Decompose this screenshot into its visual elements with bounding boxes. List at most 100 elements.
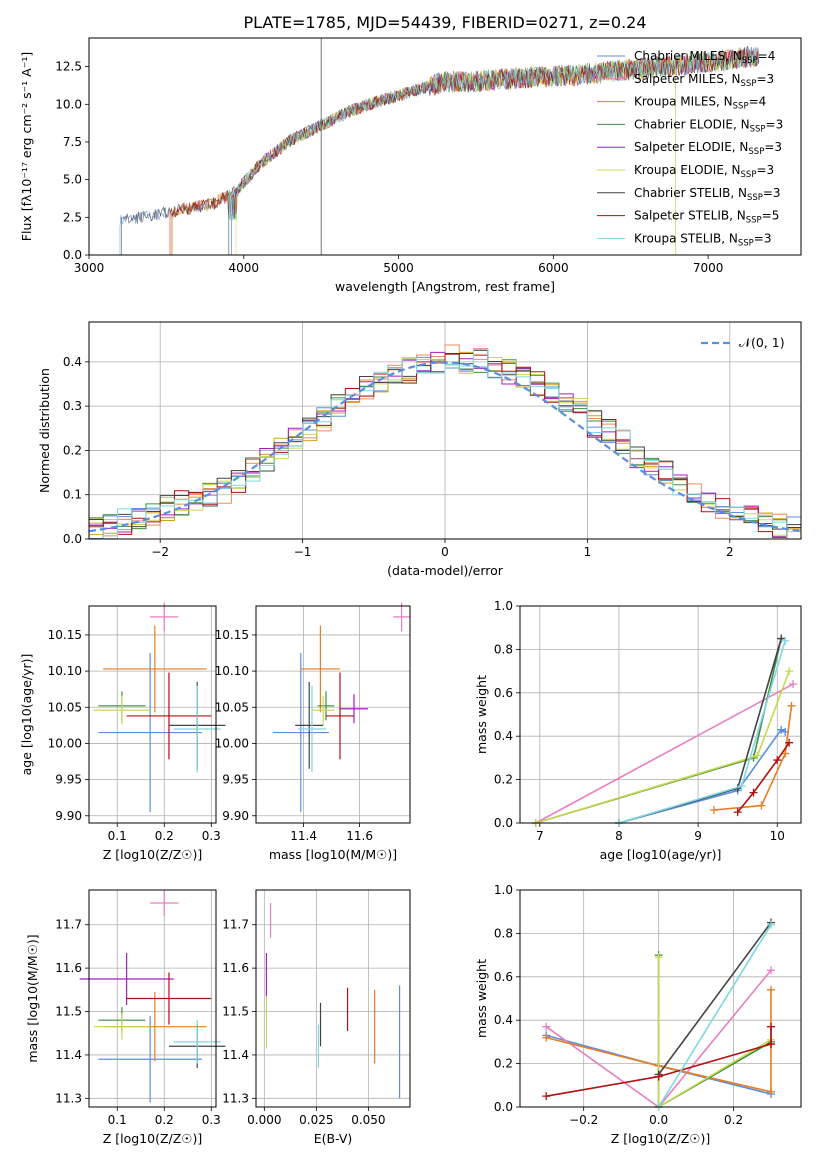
x-tick-label: 0 bbox=[441, 545, 449, 559]
y-tick-label: 0.6 bbox=[494, 970, 513, 984]
y-tick-label: 0.1 bbox=[63, 488, 82, 502]
y-tick-label: 11.3 bbox=[55, 1091, 82, 1105]
y-tick-label: 0.0 bbox=[63, 532, 82, 546]
legend-label: Kroupa STELIB, NSSP=3 bbox=[634, 231, 772, 248]
x-tick-label: 0.3 bbox=[202, 1113, 221, 1127]
x-tick-label: 0.2 bbox=[155, 829, 174, 843]
y-tick-label: 12.5 bbox=[55, 60, 82, 74]
y-tick-label: 10.00 bbox=[215, 736, 249, 750]
x-axis-label: Z [log10(Z/Z☉)] bbox=[103, 847, 203, 862]
x-tick-label: 0.050 bbox=[351, 1113, 385, 1127]
weight-point-marker bbox=[767, 1040, 776, 1049]
weight-series-line bbox=[713, 705, 793, 811]
x-axis-label: E(B-V) bbox=[314, 1131, 353, 1146]
y-tick-label: 7.5 bbox=[63, 135, 82, 149]
x-axis-label: age [log10(age/yr)] bbox=[600, 847, 722, 862]
x-axis-label: mass [log10(M/M☉)] bbox=[269, 847, 397, 862]
weight-vs-z-panel: −0.2 0.0 0.2 0.0 0.2 0.4 0.6 0.8 1.0 Z [log10(Z/Z… bbox=[474, 883, 802, 1146]
weight-point-marker bbox=[767, 985, 776, 994]
y-tick-label: 0.2 bbox=[494, 773, 513, 787]
x-tick-label: 0.000 bbox=[247, 1113, 281, 1127]
axes-frame bbox=[88, 321, 802, 540]
legend-label: Chabrier STELIB, NSSP=3 bbox=[634, 186, 781, 203]
y-tick-label: 0.2 bbox=[494, 1057, 513, 1071]
x-tick-label: 0.0 bbox=[649, 1113, 668, 1127]
axes-frame bbox=[519, 889, 802, 1108]
y-tick-label: 0.0 bbox=[494, 816, 513, 830]
x-tick-label: 8 bbox=[615, 829, 623, 843]
weight-point-marker bbox=[542, 1033, 551, 1042]
weight-series-line bbox=[535, 683, 794, 824]
age-vs-mass-panel: 11.4 11.6 9.90 9.95 10.00 10.05 10.10 10.15 mass… bbox=[215, 602, 411, 862]
y-axis-label: age [log10(age/yr)] bbox=[19, 654, 34, 776]
histogram-series bbox=[89, 352, 801, 538]
weight-series-line bbox=[546, 1026, 772, 1097]
y-tick-label: 0.2 bbox=[63, 443, 82, 457]
weight-point-marker bbox=[542, 1022, 551, 1031]
legend-label: Kroupa MILES, NSSP=4 bbox=[634, 95, 766, 112]
weight-series-line bbox=[657, 922, 772, 1075]
x-tick-label: 11.4 bbox=[290, 829, 317, 843]
legend-label: Kroupa ELODIE, NSSP=3 bbox=[634, 163, 774, 180]
y-axis-label: Flux [fλ10⁻¹⁷ erg cm⁻² s⁻¹ A⁻¹] bbox=[19, 52, 34, 241]
weight-point-marker bbox=[773, 756, 782, 765]
weight-point-marker bbox=[709, 805, 718, 814]
y-tick-label: 0.0 bbox=[494, 1100, 513, 1114]
figure-title: PLATE=1785, MJD=54439, FIBERID=0271, z=0… bbox=[243, 13, 646, 32]
spectrum-line bbox=[228, 46, 759, 255]
y-tick-label: 0.4 bbox=[63, 355, 82, 369]
weight-point-marker bbox=[757, 801, 766, 810]
axes-frame bbox=[519, 605, 802, 824]
y-tick-label: 11.7 bbox=[55, 918, 82, 932]
y-tick-label: 0.8 bbox=[494, 926, 513, 940]
spectrum-panel: 3000 4000 5000 6000 7000 0.0 2.5 5.0 7.5 10.0 12.5… bbox=[19, 37, 802, 294]
residuals-panel: −2 −1 0 1 2 0.0 0.1 0.2 0.3 0.4 (data-model)/error… bbox=[37, 321, 802, 578]
y-tick-label: 11.5 bbox=[222, 1005, 249, 1019]
x-axis-label: (data-model)/error bbox=[387, 563, 504, 578]
y-tick-label: 9.90 bbox=[55, 809, 82, 823]
legend-label: Salpeter STELIB, NSSP=5 bbox=[634, 209, 779, 226]
spectrum-line bbox=[231, 47, 760, 255]
x-tick-label: 0.1 bbox=[108, 829, 127, 843]
x-tick-label: −1 bbox=[294, 545, 312, 559]
y-axis-label: mass weight bbox=[474, 675, 489, 754]
x-tick-label: 6000 bbox=[538, 261, 569, 275]
x-tick-label: 5000 bbox=[383, 261, 414, 275]
weight-point-marker bbox=[542, 1092, 551, 1101]
y-tick-label: 9.95 bbox=[55, 773, 82, 787]
x-tick-label: 9 bbox=[694, 829, 702, 843]
legend-label: 𝒩(0, 1) bbox=[739, 335, 785, 350]
normal-fit-curve bbox=[88, 361, 802, 533]
axes-frame bbox=[88, 605, 217, 824]
weight-point-marker bbox=[767, 1022, 776, 1031]
y-tick-label: 10.0 bbox=[55, 97, 82, 111]
y-tick-label: 0.4 bbox=[494, 729, 513, 743]
y-tick-label: 10.10 bbox=[215, 664, 249, 678]
x-tick-label: −0.2 bbox=[569, 1113, 598, 1127]
y-tick-label: 11.3 bbox=[222, 1091, 249, 1105]
weight-point-marker bbox=[789, 680, 798, 689]
y-tick-label: 0.8 bbox=[494, 642, 513, 656]
axes-frame bbox=[88, 37, 802, 256]
y-tick-label: 1.0 bbox=[494, 883, 513, 897]
x-tick-label: 0.2 bbox=[724, 1113, 743, 1127]
y-tick-label: 0.3 bbox=[63, 399, 82, 413]
y-tick-label: 0.4 bbox=[494, 1013, 513, 1027]
legend-label: Salpeter MILES, NSSP=3 bbox=[634, 72, 774, 89]
x-tick-label: 11.6 bbox=[346, 829, 373, 843]
histogram-series bbox=[89, 348, 801, 540]
weight-point-marker bbox=[781, 636, 790, 645]
x-tick-label: 3000 bbox=[74, 261, 105, 275]
y-tick-label: 9.90 bbox=[222, 809, 249, 823]
weight-series-line bbox=[535, 638, 782, 824]
weight-point-marker bbox=[785, 667, 794, 676]
weight-series-line bbox=[618, 638, 782, 824]
y-tick-label: 11.5 bbox=[55, 1005, 82, 1019]
x-tick-label: 1 bbox=[584, 545, 592, 559]
y-tick-label: 10.15 bbox=[215, 628, 249, 642]
x-tick-label: 7000 bbox=[693, 261, 724, 275]
x-tick-label: 0.3 bbox=[202, 829, 221, 843]
weight-series-line bbox=[657, 924, 772, 1108]
spectrum-line bbox=[121, 47, 759, 255]
